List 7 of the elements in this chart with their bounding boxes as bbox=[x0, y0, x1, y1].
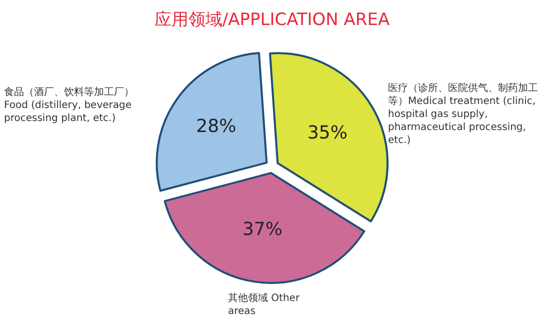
data-label: 35% bbox=[307, 122, 348, 144]
chart-title: 应用领域/APPLICATION AREA bbox=[154, 10, 390, 30]
data-label: 37% bbox=[242, 219, 282, 240]
slice-label: 医疗（诊所、医院供气、制药加工等）Medical treatment (clinic, hospital gas supply, pharmaceutical processing, etc.) bbox=[388, 82, 539, 147]
data-label: 28% bbox=[196, 116, 236, 138]
slice-label: 食品（酒厂、饮料等加工厂）Food (distillery, beverage processing plant, etc.) bbox=[4, 86, 135, 125]
slice-label: 其他领域 Other areas bbox=[228, 292, 301, 318]
